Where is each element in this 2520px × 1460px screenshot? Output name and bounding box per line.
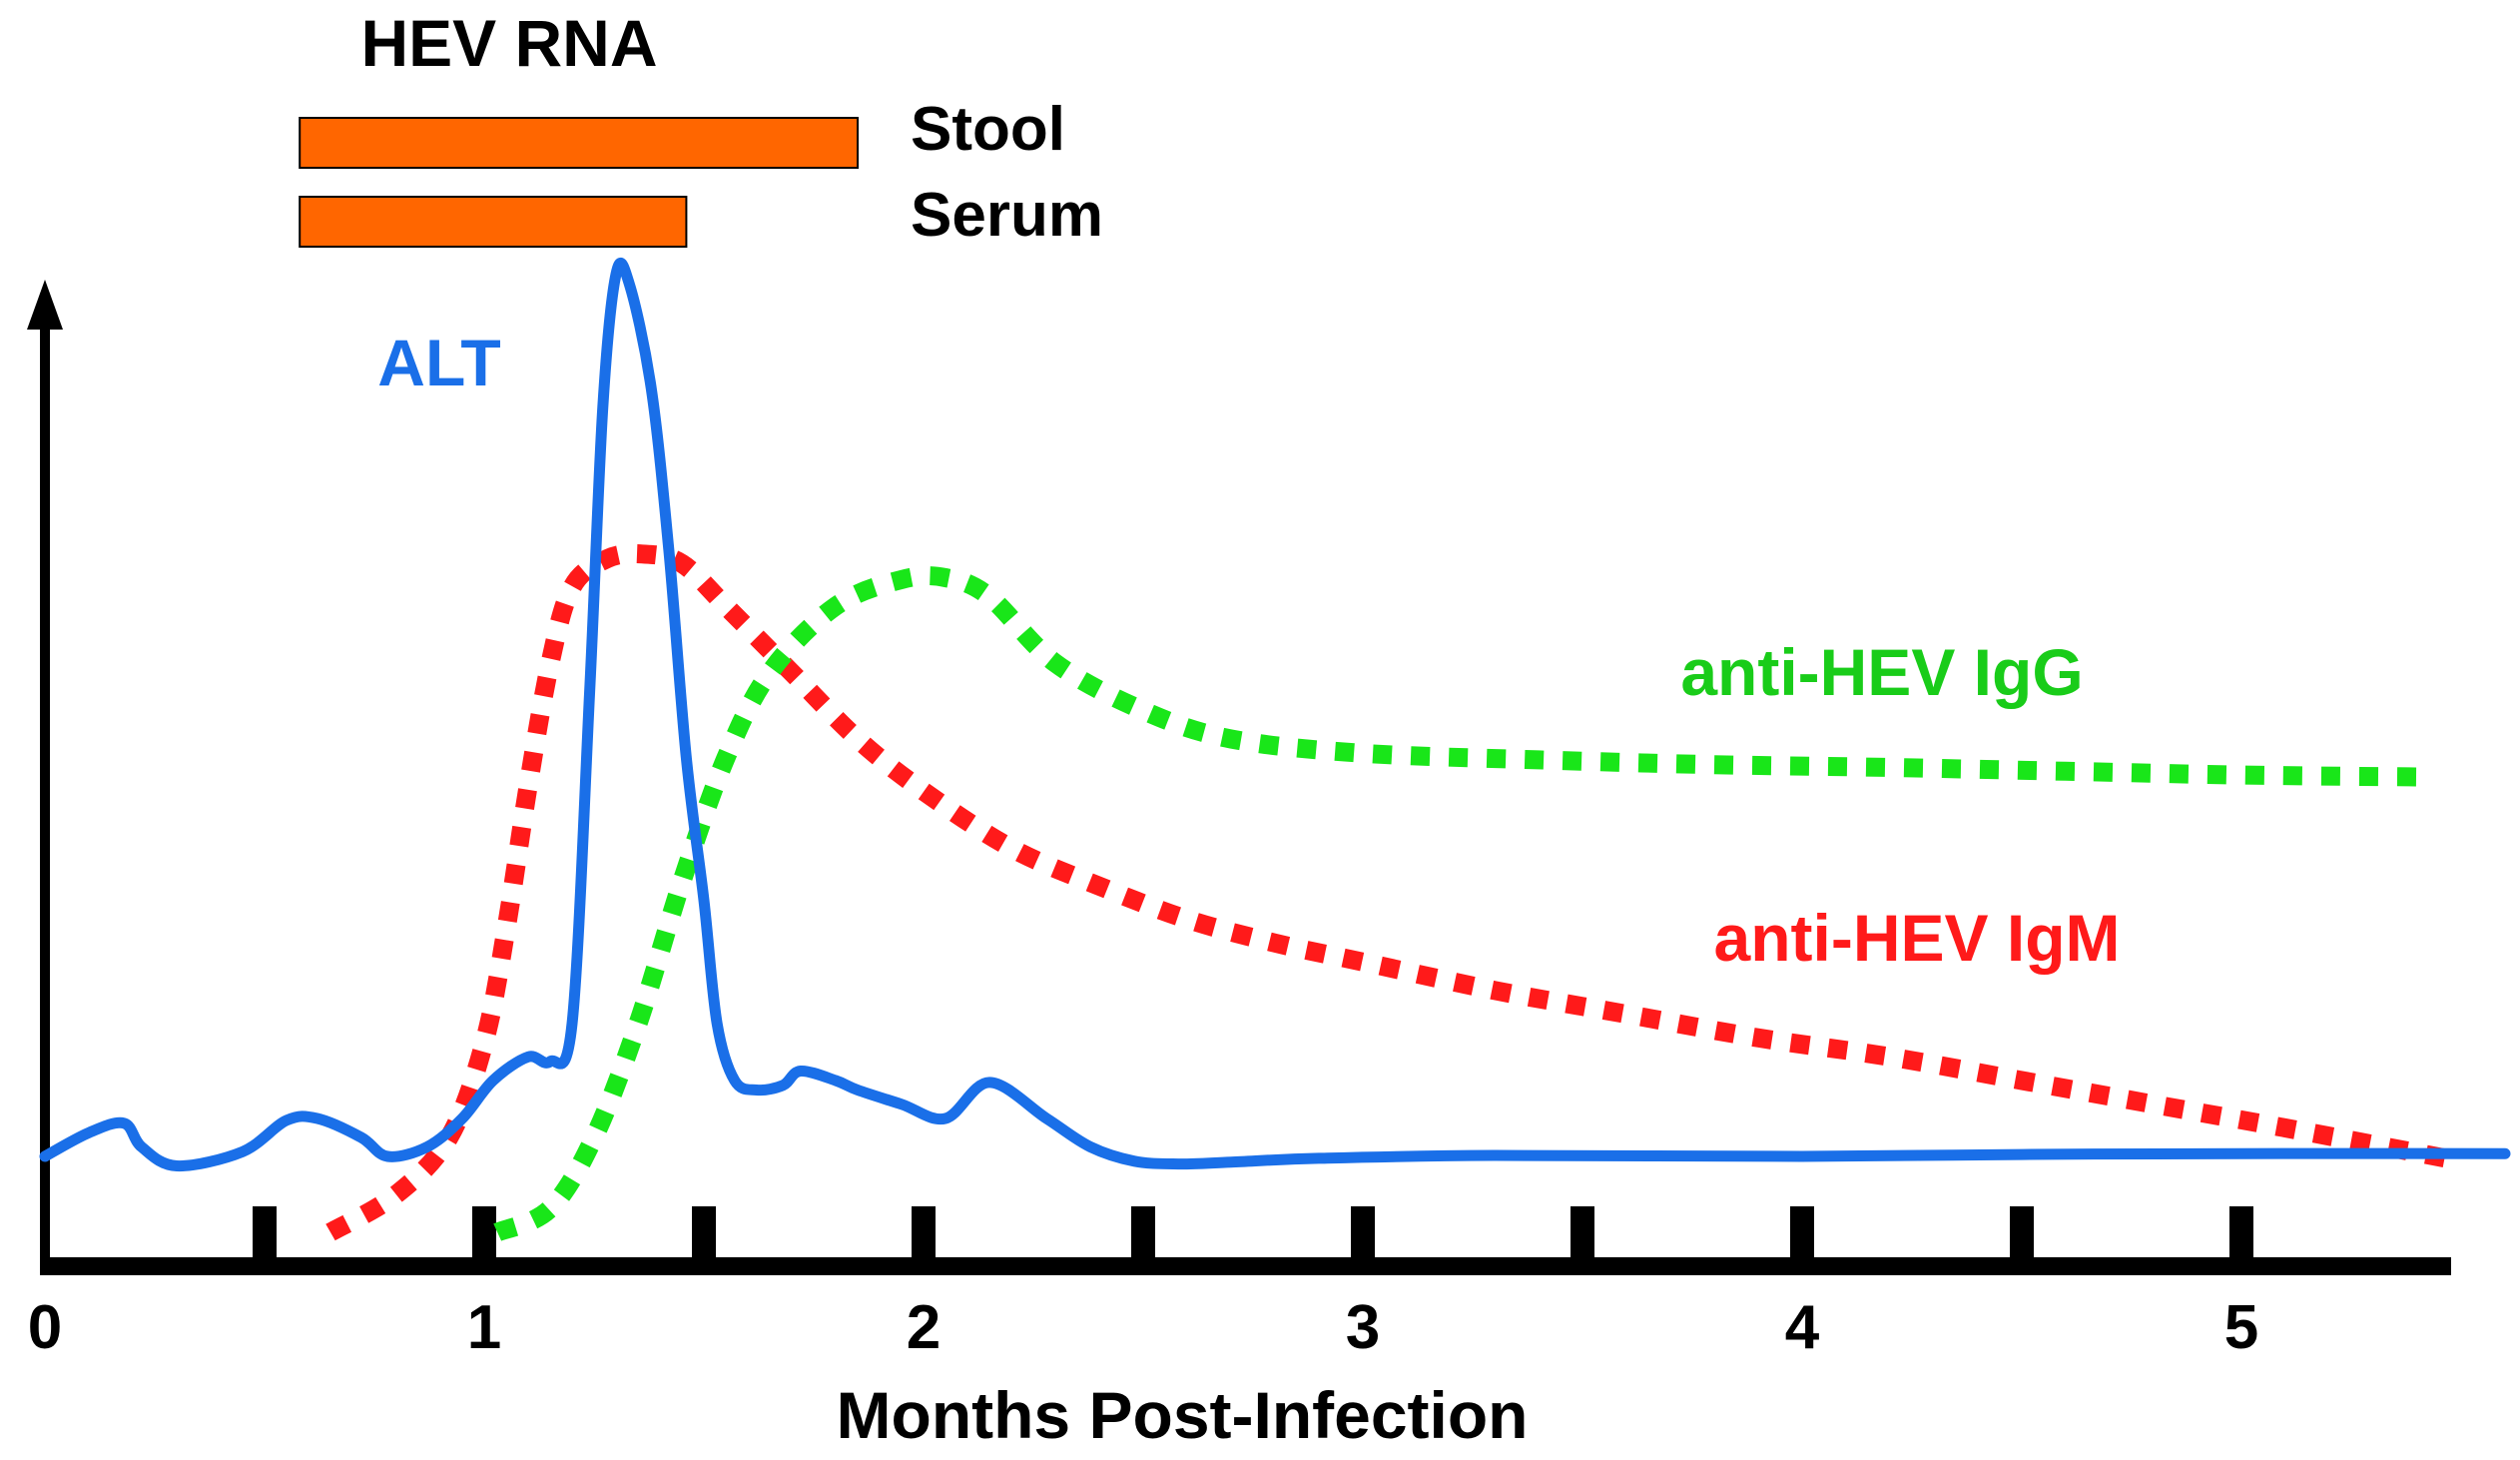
x-tick-label: 1 [467, 1293, 501, 1362]
hev-rna-bar-stool [299, 117, 859, 169]
x-tick-mark [1571, 1206, 1594, 1264]
x-tick-mark [2010, 1206, 2034, 1264]
x-tick-mark [912, 1206, 936, 1264]
x-tick-label: 5 [2224, 1293, 2258, 1362]
series-layer [39, 257, 2511, 1241]
hev-rna-bars [299, 117, 859, 248]
x-tick-label: 2 [907, 1293, 941, 1362]
x-tick-mark [1351, 1206, 1375, 1264]
axes [27, 280, 2451, 1275]
alt-label: ALT [377, 326, 500, 399]
hev-rna-bar-serum [299, 196, 688, 248]
chart-title: HEV RNA [360, 6, 657, 80]
x-tick-mark [472, 1206, 496, 1264]
stool-label: Stool [911, 95, 1065, 164]
x-tick-label: 3 [1346, 1293, 1380, 1362]
y-axis-arrow-icon [27, 280, 63, 330]
x-tick-mark [2229, 1206, 2253, 1264]
x-tick-mark [253, 1206, 277, 1264]
x-tick-label: 0 [28, 1293, 62, 1362]
x-tick-mark [1790, 1206, 1814, 1264]
series-alt [39, 257, 2511, 1172]
series-anti-hev-igm [325, 543, 2463, 1241]
x-axis-label: Months Post-Infection [837, 1378, 1529, 1452]
anti-hev-igg-label: anti-HEV IgG [1680, 635, 2083, 709]
x-tick-mark [692, 1206, 716, 1264]
x-tick-mark [1131, 1206, 1155, 1264]
serum-label: Serum [911, 181, 1103, 250]
x-tick-labels: 0 1 2 3 4 5 [28, 1293, 2258, 1362]
series-anti-hev-igg [493, 566, 2418, 1241]
anti-hev-igm-label: anti-HEV IgM [1714, 901, 2121, 975]
x-tick-label: 4 [1785, 1293, 1820, 1362]
x-ticks [253, 1206, 2253, 1264]
